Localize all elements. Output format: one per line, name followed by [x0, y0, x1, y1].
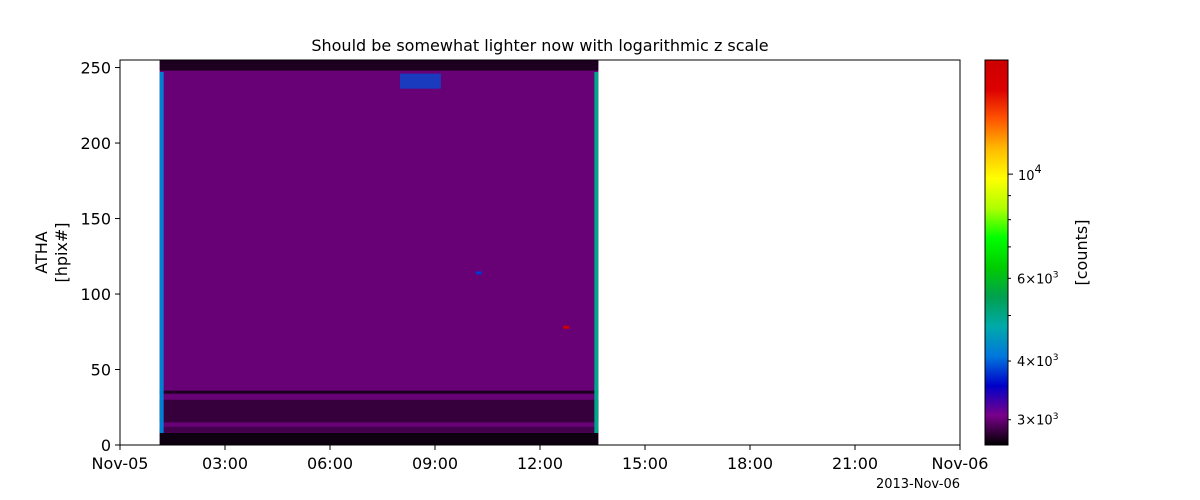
chart-title: Should be somewhat lighter now with loga…: [311, 36, 768, 55]
heatmap-band: [159, 432, 599, 445]
y-tick-label: 200: [80, 134, 111, 153]
colorbar-gradient: [984, 59, 1009, 446]
x-tick-label: 12:00: [517, 454, 563, 473]
heatmap-band: [159, 426, 599, 433]
x-tick-label: Nov-06: [932, 454, 989, 473]
y-tick-label: 100: [80, 285, 111, 304]
heatmap-edge: [594, 72, 599, 433]
heatmap-background: [159, 60, 599, 445]
y-axis-label-line1: ATHA: [32, 231, 51, 274]
x-tick-label: 03:00: [202, 454, 248, 473]
x-tick-label: Nov-05: [92, 454, 149, 473]
heatmap-spot: [563, 325, 570, 329]
x-tick-label: 15:00: [622, 454, 668, 473]
x-tick-label: 09:00: [412, 454, 458, 473]
colorbar-tick-label: 3×103: [1017, 412, 1059, 429]
colorbar: 3×103 4×103 6×103 104: [984, 59, 1059, 446]
heatmap-patch: [400, 73, 441, 89]
colorbar-tick-label: 4×103: [1017, 353, 1059, 370]
heatmap-plot: [119, 59, 961, 446]
heatmap-band: [159, 390, 599, 394]
heatmap-band: [159, 60, 599, 71]
y-tick-label: 250: [80, 59, 111, 78]
y-tick-label: 0: [101, 436, 111, 455]
colorbar-tick-label: 104: [1018, 163, 1042, 184]
y-axis: 0 50 100 150 200 250: [80, 59, 120, 455]
x-tick-label: 18:00: [727, 454, 773, 473]
y-tick-label: 150: [80, 210, 111, 229]
y-axis-label-line2: [hpix#]: [52, 222, 71, 282]
colorbar-label: [counts]: [1072, 220, 1091, 286]
colorbar-tick-label: 6×103: [1017, 270, 1059, 287]
heatmap-spot: [475, 271, 482, 275]
heatmap-edge: [159, 72, 164, 433]
x-tick-label: 06:00: [307, 454, 353, 473]
y-tick-label: 50: [91, 361, 111, 380]
heatmap-band: [159, 399, 599, 423]
x-axis-date-label: 2013-Nov-06: [876, 477, 960, 492]
x-axis: Nov-05 03:00 06:00 09:00 12:00 15:00 18:00 21:0…: [92, 445, 989, 473]
x-tick-label: 21:00: [832, 454, 878, 473]
